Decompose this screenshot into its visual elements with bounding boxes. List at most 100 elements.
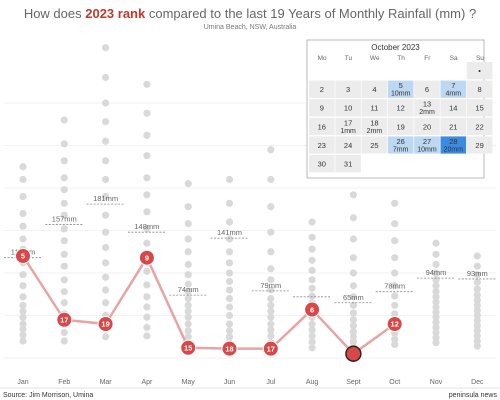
history-point: [60, 199, 68, 207]
rank-label: 17: [267, 344, 275, 353]
history-point: [143, 281, 151, 289]
calendar-day-cell: [335, 80, 361, 98]
history-point: [432, 276, 440, 284]
calendar-day-number: 21: [449, 122, 457, 131]
history-point: [184, 235, 192, 243]
calendar-day-cell: [440, 136, 467, 154]
history-point: [267, 175, 275, 184]
history-point: [349, 282, 357, 290]
history-point: [391, 335, 399, 343]
history-point: [349, 316, 357, 324]
rank-label: 19: [101, 320, 109, 329]
reference-label: 94mm: [426, 268, 447, 277]
history-point: [143, 109, 151, 117]
reference-label: 74mm: [178, 285, 199, 294]
reference-label: 93mm: [467, 269, 488, 278]
history-point: [143, 313, 151, 321]
month-label: Aug: [306, 379, 319, 386]
history-point: [432, 298, 440, 306]
calendar-day-cell: [309, 80, 335, 98]
history-point: [391, 199, 399, 207]
history-point: [102, 333, 110, 341]
history-point: [473, 262, 481, 270]
calendar-day-cell: [309, 155, 335, 173]
rank-label: 15: [184, 344, 192, 353]
history-point: [432, 328, 440, 337]
rank-label: 9: [145, 253, 149, 262]
history-point: [473, 278, 481, 286]
history-point: [225, 320, 234, 328]
history-point: [19, 209, 27, 218]
history-point: [19, 337, 27, 345]
history-point: [349, 214, 357, 222]
series-point-2023: [138, 249, 155, 266]
calendar-day-number: 23: [318, 141, 326, 150]
calendar-day-number: 4: [372, 85, 376, 94]
history-point: [432, 288, 440, 296]
history-point: [267, 313, 275, 321]
history-point: [432, 313, 440, 321]
calendar-weekday: Tu: [345, 55, 353, 62]
calendar-day-number: 2: [320, 85, 324, 94]
history-point: [473, 301, 481, 309]
history-point: [308, 218, 316, 226]
history-point: [432, 308, 440, 316]
history-point: [143, 332, 151, 340]
history-point: [19, 175, 27, 184]
calendar-day-cell: [387, 117, 414, 135]
calendar-day-cell: [309, 117, 335, 135]
calendar-day-number: 12: [397, 104, 405, 113]
calendar-day-number: 31: [344, 160, 352, 169]
reference-label: 65mm: [343, 293, 364, 302]
history-point: [308, 266, 316, 275]
history-point: [225, 327, 234, 335]
history-point: [349, 338, 357, 346]
calendar-day-cell: [387, 80, 414, 98]
rank-label: 12: [391, 320, 399, 329]
calendar-day-cell: [466, 80, 493, 98]
history-point: [143, 80, 151, 88]
history-point: [308, 245, 316, 253]
history-point: [308, 284, 316, 292]
history-point: [225, 235, 234, 243]
history-point: [473, 317, 481, 325]
calendar-day-cell: [361, 80, 388, 98]
calendar-day-number: 3: [346, 85, 350, 94]
history-point: [473, 296, 481, 304]
calendar-day-number: 14: [449, 104, 457, 113]
month-label: Jul: [266, 379, 275, 386]
month-label: Jan: [17, 379, 28, 386]
history-point: [184, 203, 192, 211]
history-point: [60, 250, 68, 258]
calendar-day-cell: [440, 99, 467, 117]
history-point: [60, 140, 68, 148]
calendar-day-cell: [335, 136, 361, 154]
history-point: [143, 225, 151, 233]
calendar-day-number: 16: [318, 122, 326, 131]
series-point-2023: [180, 339, 197, 356]
series-point-2023: [15, 248, 31, 264]
history-point: [473, 271, 481, 279]
history-point: [432, 269, 440, 277]
history-point: [391, 340, 399, 348]
calendar-day-cell: [440, 80, 467, 98]
history-point: [184, 327, 192, 335]
history-point: [349, 328, 357, 336]
history-point: [184, 307, 192, 315]
series-point-2023: [262, 340, 279, 357]
history-point: [143, 208, 151, 216]
calendar-rainfall: 2mm: [367, 128, 383, 135]
history-point: [391, 292, 399, 300]
history-point: [432, 293, 440, 301]
history-point: [308, 256, 316, 264]
history-point: [60, 174, 68, 182]
calendar-day-cell: [335, 155, 361, 173]
series-2023: 5 17 19 9 15 18 17 6 12: [15, 248, 403, 362]
credit-text: peninsula news: [449, 392, 498, 399]
calendar-day-cell: [466, 62, 493, 80]
history-point: [473, 327, 481, 335]
month-label: Jun: [224, 379, 235, 386]
month-label: Dec: [471, 379, 484, 386]
calendar-rainfall: 4mm: [446, 91, 462, 98]
